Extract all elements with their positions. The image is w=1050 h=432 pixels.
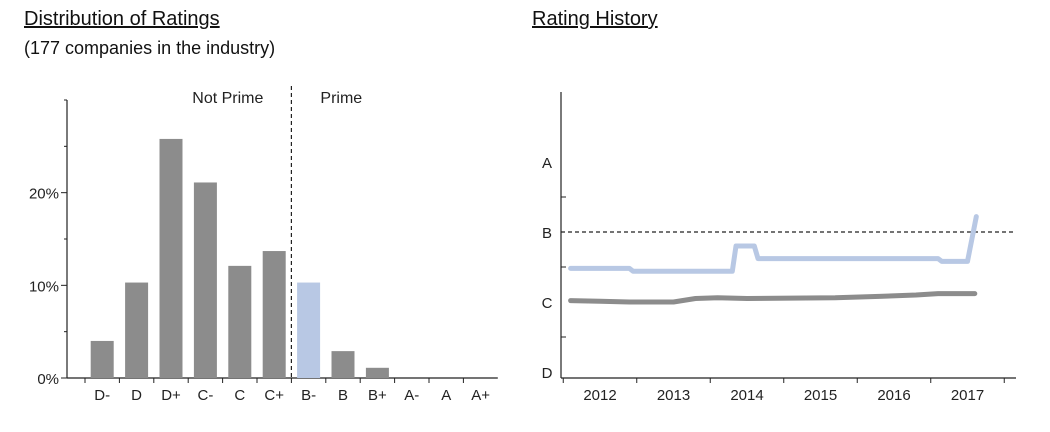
prime-region-label: Prime (320, 90, 362, 107)
x-tick-label: D- (94, 387, 110, 404)
history-y-level-label: C (542, 295, 553, 312)
x-tick-label: B+ (368, 387, 387, 404)
history-x-tick-label: 2015 (804, 387, 837, 404)
history-x-tick-label: 2014 (730, 387, 763, 404)
x-tick-label: C (234, 387, 245, 404)
x-tick-label: A+ (471, 387, 490, 404)
rating-history-line-company (568, 214, 979, 274)
history-x-tick-label: 2013 (657, 387, 690, 404)
bar-C (228, 265, 252, 378)
distribution-chart-subtitle: (177 companies in the industry) (24, 38, 276, 58)
x-tick-label: C- (197, 387, 213, 404)
y-tick-label: 0% (37, 371, 59, 388)
bar-B (331, 351, 355, 378)
history-y-level-label: A (542, 155, 552, 172)
bar-D (125, 282, 149, 378)
not-prime-region-label: Not Prime (192, 90, 263, 107)
history-x-tick-label: 2012 (583, 387, 616, 404)
x-tick-label: B (338, 387, 348, 404)
x-tick-label: D (131, 387, 142, 404)
history-x-tick-label: 2016 (877, 387, 910, 404)
history-x-tick-label: 2017 (951, 387, 984, 404)
bar-D- (90, 340, 114, 378)
x-tick-label: A- (404, 387, 419, 404)
bar-B- (297, 282, 321, 378)
bar-D+ (159, 138, 183, 378)
y-tick-label: 10% (29, 278, 59, 295)
bar-C- (193, 182, 217, 378)
x-tick-label: B- (301, 387, 316, 404)
bar-C+ (262, 251, 286, 378)
history-y-level-label: B (542, 225, 552, 242)
history-chart-title: Rating History (532, 8, 658, 30)
rating-history-line-industry (568, 291, 978, 305)
x-tick-label: A (441, 387, 451, 404)
x-tick-label: C+ (264, 387, 284, 404)
bar-B+ (365, 367, 389, 378)
distribution-chart-title: Distribution of Ratings (24, 8, 220, 30)
y-tick-label: 20% (29, 186, 59, 203)
history-y-level-label: D (542, 365, 553, 382)
x-tick-label: D+ (161, 387, 181, 404)
